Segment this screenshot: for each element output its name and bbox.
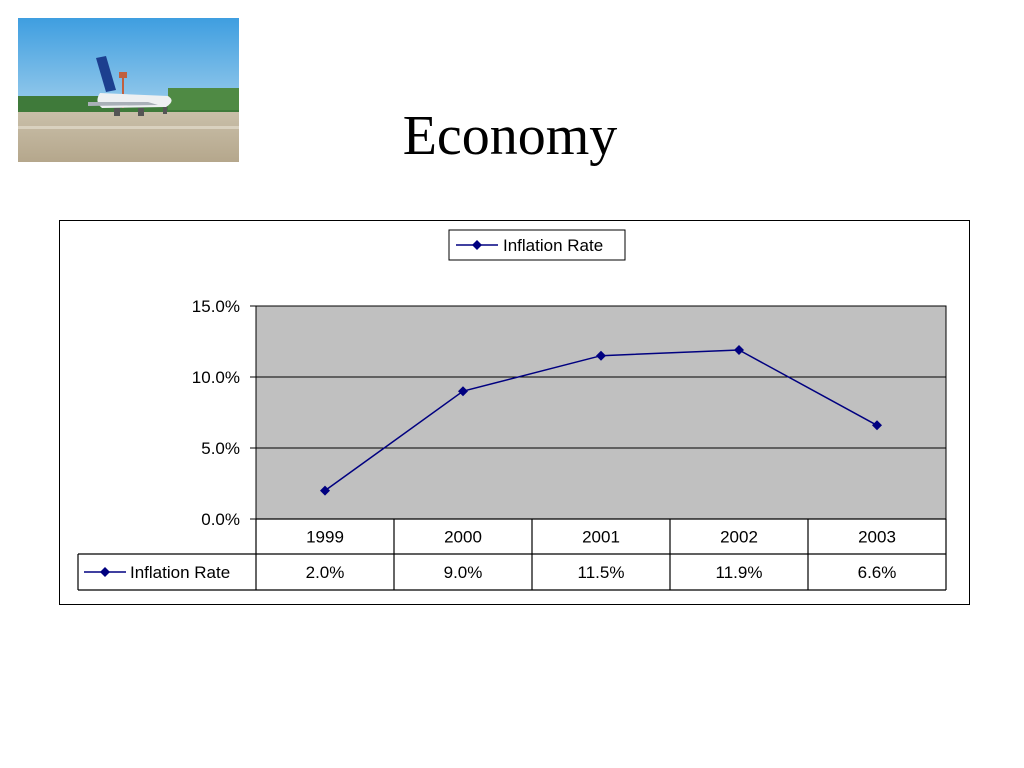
data-point bbox=[872, 420, 882, 431]
legend-marker bbox=[472, 240, 482, 250]
data-table: 1999 2000 2001 2002 2003 2.0% 9.0% 11.5% 11.9% 6.… bbox=[77, 518, 947, 591]
legend-label: Inflation Rate bbox=[503, 236, 603, 255]
gridlines bbox=[256, 376, 946, 449]
y-tick-label: 5.0% bbox=[201, 439, 240, 458]
data-point bbox=[458, 386, 468, 397]
x-category-label: 2003 bbox=[858, 528, 896, 547]
x-category-label: 1999 bbox=[306, 528, 344, 547]
x-category-label: 2001 bbox=[582, 528, 620, 547]
table-series-label: Inflation Rate bbox=[130, 563, 230, 582]
data-point bbox=[734, 345, 744, 356]
table-series-key-marker bbox=[100, 567, 110, 577]
data-point bbox=[596, 350, 606, 361]
y-tick-label: 10.0% bbox=[192, 368, 240, 387]
y-tick-label: 15.0% bbox=[192, 297, 240, 316]
plot-area bbox=[255, 305, 947, 520]
data-value-label: 6.6% bbox=[858, 563, 897, 582]
data-point bbox=[320, 485, 330, 496]
x-category-label: 2000 bbox=[444, 528, 482, 547]
y-axis: 0.0% 5.0% 10.0% 15.0% bbox=[192, 297, 256, 529]
x-category-label: 2002 bbox=[720, 528, 758, 547]
airplane-photo bbox=[18, 18, 239, 162]
data-value-label: 11.9% bbox=[716, 563, 763, 582]
data-value-label: 11.5% bbox=[578, 563, 625, 582]
legend: Inflation Rate bbox=[448, 229, 626, 261]
data-value-label: 9.0% bbox=[444, 563, 483, 582]
series-inflation-rate bbox=[320, 345, 882, 496]
y-tick-label: 0.0% bbox=[201, 510, 240, 529]
inflation-rate-chart: 0.0% 5.0% 10.0% 15.0% 1999 2000 2001 2002 2003 2… bbox=[77, 229, 947, 591]
data-value-label: 2.0% bbox=[306, 563, 345, 582]
chart-frame: 0.0% 5.0% 10.0% 15.0% 1999 2000 2001 2002 2003 2… bbox=[59, 220, 970, 605]
slide-title: Economy bbox=[402, 105, 618, 167]
